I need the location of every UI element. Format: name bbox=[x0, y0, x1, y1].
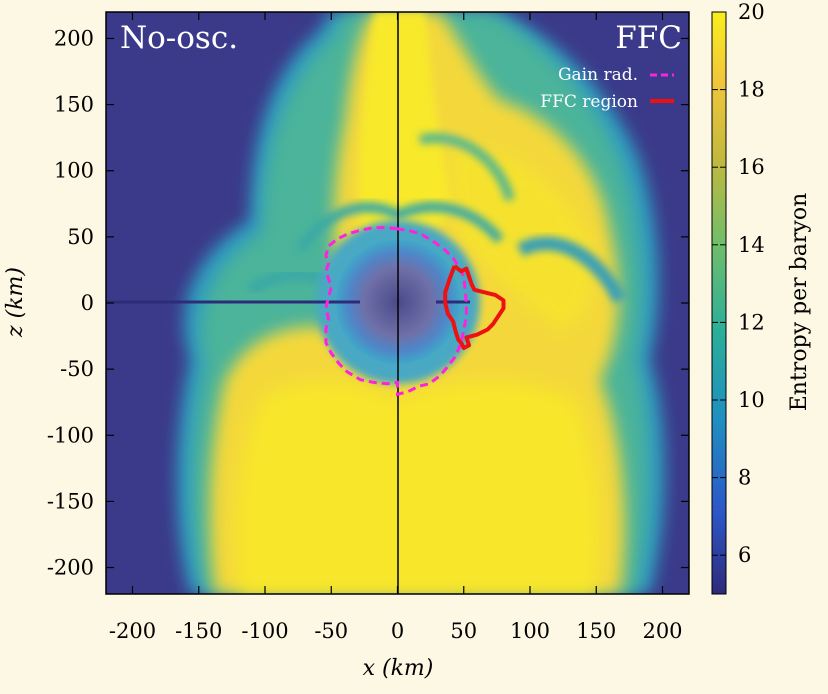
legend-label-gain-radius: Gain rad. bbox=[558, 65, 638, 85]
y-tick-label: 50 bbox=[67, 225, 94, 249]
colorbar bbox=[711, 11, 727, 595]
colorbar-tick-label: 20 bbox=[738, 0, 765, 24]
colorbar-tick-label: 14 bbox=[738, 233, 765, 257]
y-tick-label: 200 bbox=[54, 26, 94, 50]
x-tick-label: -150 bbox=[175, 619, 222, 643]
x-tick-label: 100 bbox=[510, 619, 550, 643]
colorbar-ticks: 6 8 10 12 14 16 18 20 bbox=[712, 0, 765, 567]
y-axis: 200 150 100 50 0 -50 -100 -150 -200 bbox=[47, 26, 689, 580]
ffc-region-contour bbox=[443, 264, 506, 350]
x-tick-label: -200 bbox=[109, 619, 156, 643]
colorbar-tick-label: 12 bbox=[738, 310, 765, 334]
legend: Gain rad. FFC region bbox=[540, 65, 674, 112]
y-axis-label: z (km) bbox=[3, 267, 28, 338]
x-axis: -200 -150 -100 -50 0 50 100 150 200 bbox=[109, 12, 683, 643]
x-tick-label: -50 bbox=[314, 619, 348, 643]
y-tick-label: 150 bbox=[54, 93, 94, 117]
x-tick-label: 0 bbox=[391, 619, 404, 643]
colorbar-label: Entropy per baryon bbox=[787, 193, 812, 412]
entropy-heatmap bbox=[106, 12, 689, 594]
x-tick-label: -100 bbox=[241, 619, 288, 643]
y-tick-label: 0 bbox=[81, 291, 94, 315]
x-tick-label: 150 bbox=[576, 619, 616, 643]
y-tick-label: -200 bbox=[47, 556, 94, 580]
y-tick-label: 100 bbox=[54, 159, 94, 183]
x-tick-label: 50 bbox=[450, 619, 477, 643]
panel-label-no-osc: No-osc. bbox=[120, 20, 238, 56]
y-tick-label: -50 bbox=[60, 357, 94, 381]
colorbar-tick-label: 8 bbox=[738, 466, 751, 490]
y-tick-label: -100 bbox=[47, 423, 94, 447]
colorbar-tick-label: 16 bbox=[738, 155, 765, 179]
panel-label-ffc: FFC bbox=[615, 20, 682, 56]
x-tick-label: 200 bbox=[642, 619, 682, 643]
x-axis-label: x (km) bbox=[363, 656, 434, 681]
colorbar-tick-label: 6 bbox=[738, 543, 751, 567]
legend-label-ffc-region: FFC region bbox=[540, 92, 638, 112]
colorbar-tick-label: 10 bbox=[738, 388, 765, 412]
y-tick-label: -150 bbox=[47, 489, 94, 513]
colorbar-tick-label: 18 bbox=[738, 78, 765, 102]
gain-radius-contour bbox=[324, 226, 468, 397]
